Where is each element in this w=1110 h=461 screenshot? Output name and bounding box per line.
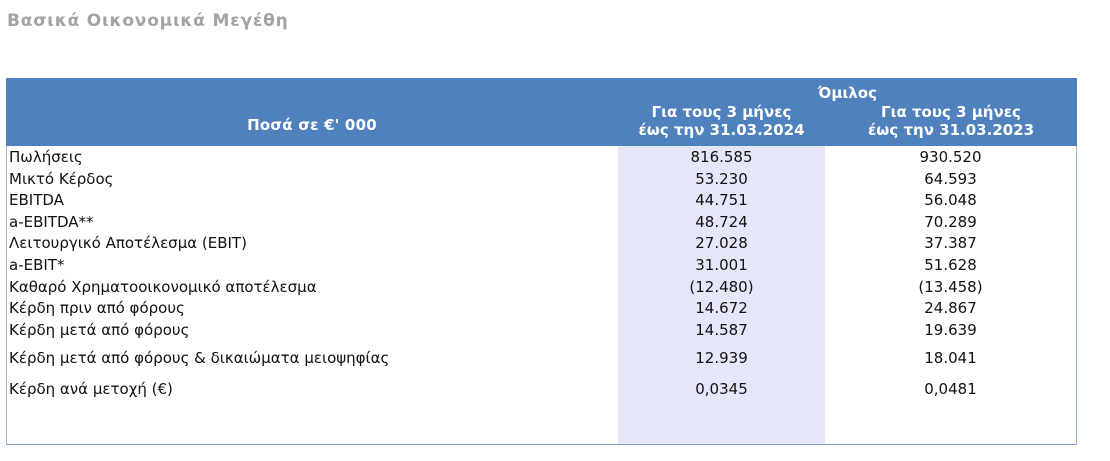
value-2023: 56.048 (924, 191, 977, 210)
value-2024: (12.480) (689, 277, 754, 296)
value-2024: 12.939 (695, 349, 748, 368)
value-2024: 14.587 (695, 320, 748, 339)
row-label: Κέρδη μετά από φόρους (9, 320, 190, 339)
column-header-2024: Για τους 3 μήνες έως την 31.03.2024 (618, 103, 825, 139)
table-row: Κέρδη ανά μετοχή (€) 0,0345 0,0481 (7, 372, 1076, 403)
row-label: Πωλήσεις (9, 148, 83, 166)
financial-table: Ποσά σε €' 000 Όμιλος Για τους 3 μήνες έ… (6, 78, 1077, 445)
value-2023: 930.520 (919, 148, 982, 166)
table-row: EBITDA 44.751 56.048 (7, 190, 1076, 212)
row-label: a-EBITDA** (9, 212, 94, 231)
value-2023: 64.593 (924, 169, 977, 188)
column-header-2024-line2: έως την 31.03.2024 (638, 121, 805, 139)
table-row: Κέρδη πριν από φόρους 14.672 24.867 (7, 298, 1076, 320)
row-label: Κέρδη πριν από φόρους (9, 299, 185, 318)
row-label: Καθαρό Χρηματοοικονομικό αποτέλεσμα (9, 277, 317, 296)
table-row: Κέρδη μετά από φόρους & δικαιώματα μειοψ… (7, 341, 1076, 372)
value-2023: 51.628 (924, 255, 977, 274)
value-2024: 31.001 (695, 255, 748, 274)
row-label: Μικτό Κέρδος (9, 169, 114, 188)
value-2023: 37.387 (924, 234, 977, 253)
column-header-2024-line1: Για τους 3 μήνες (651, 103, 792, 121)
value-2023: (13.458) (918, 277, 983, 296)
table-row: Λειτουργικό Αποτέλεσμα (EBIT) 27.028 37.… (7, 233, 1076, 255)
highlight-column-2024 (618, 146, 825, 444)
page-title: Βασικά Οικονομικά Μεγέθη (7, 11, 289, 31)
column-header-2023: Για τους 3 μήνες έως την 31.03.2023 (825, 103, 1077, 139)
value-2023: 0,0481 (924, 380, 977, 399)
table-header: Ποσά σε €' 000 Όμιλος Για τους 3 μήνες έ… (6, 78, 1077, 146)
table-row: Κέρδη μετά από φόρους 14.587 19.639 (7, 320, 1076, 342)
table-row: Πωλήσεις 816.585 930.520 (7, 147, 1076, 169)
table-row: a-EBITDA** 48.724 70.289 (7, 212, 1076, 234)
value-2024: 53.230 (695, 169, 748, 188)
value-2024: 27.028 (695, 234, 748, 253)
value-2023: 24.867 (924, 299, 977, 318)
table-body: Πωλήσεις 816.585 930.520 Μικτό Κέρδος 53… (7, 147, 1076, 403)
value-2024: 0,0345 (695, 380, 748, 399)
value-2023: 19.639 (924, 320, 977, 339)
table-row: Καθαρό Χρηματοοικονομικό αποτέλεσμα (12.… (7, 277, 1076, 299)
value-2023: 18.041 (924, 349, 977, 368)
value-2024: 44.751 (695, 191, 748, 210)
row-label: Κέρδη ανά μετοχή (€) (9, 380, 173, 399)
row-label: EBITDA (9, 191, 64, 210)
group-header: Όμιλος (818, 84, 877, 102)
value-2024: 14.672 (695, 299, 748, 318)
row-label: Κέρδη μετά από φόρους & δικαιώματα μειοψ… (9, 349, 390, 368)
column-header-2023-line2: έως την 31.03.2023 (867, 121, 1035, 139)
table-row: Μικτό Κέρδος 53.230 64.593 (7, 169, 1076, 191)
row-label: a-EBIT* (9, 255, 65, 274)
row-label: Λειτουργικό Αποτέλεσμα (EBIT) (9, 234, 247, 253)
value-2024: 816.585 (690, 148, 753, 166)
table-row: a-EBIT* 31.001 51.628 (7, 255, 1076, 277)
column-header-2023-line1: Για τους 3 μήνες (881, 103, 1021, 121)
amount-unit-header: Ποσά σε €' 000 (247, 116, 377, 134)
value-2023: 70.289 (924, 212, 977, 231)
value-2024: 48.724 (695, 212, 748, 231)
